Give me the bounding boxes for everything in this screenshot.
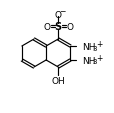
Text: 3: 3 (92, 59, 96, 65)
Text: OH: OH (51, 77, 65, 86)
Text: +: + (96, 53, 102, 62)
Text: NH: NH (82, 42, 95, 51)
Text: +: + (96, 39, 102, 48)
Text: −: − (59, 7, 65, 16)
Text: NH: NH (82, 56, 95, 65)
Text: O: O (54, 10, 61, 19)
Text: O: O (66, 22, 73, 31)
Text: O: O (43, 22, 50, 31)
Text: S: S (54, 22, 61, 32)
Text: 3: 3 (92, 45, 96, 51)
